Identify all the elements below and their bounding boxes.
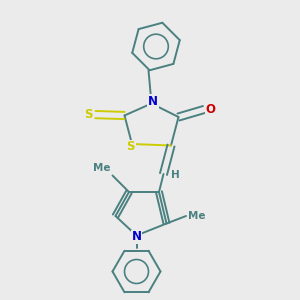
Text: Me: Me <box>93 163 110 173</box>
Text: S: S <box>126 140 135 154</box>
Text: Me: Me <box>188 211 205 221</box>
Text: O: O <box>206 103 216 116</box>
Text: N: N <box>148 94 158 108</box>
Text: N: N <box>131 230 142 244</box>
Text: H: H <box>171 170 180 181</box>
Text: S: S <box>85 108 93 121</box>
